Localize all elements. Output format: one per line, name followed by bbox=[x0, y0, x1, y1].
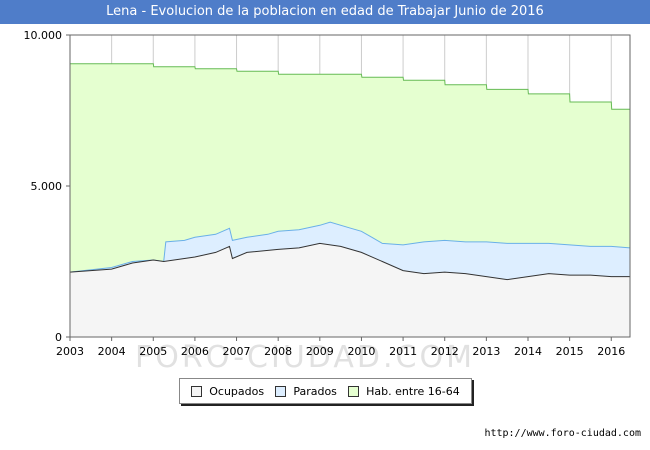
x-tick-label-2004: 2004 bbox=[98, 345, 126, 358]
legend-swatch-ocupados bbox=[191, 385, 203, 397]
legend-swatch-parados bbox=[275, 385, 287, 397]
line-ocupados bbox=[69, 242, 630, 281]
legend-label-ocupados: Ocupados bbox=[209, 384, 265, 398]
series-areas bbox=[69, 63, 631, 337]
y-tick-label-2: 10.000 bbox=[24, 29, 63, 42]
legend-item-hab: Hab. entre 16-64 bbox=[348, 385, 460, 398]
x-tick-label-2005: 2005 bbox=[139, 345, 167, 358]
line-parados bbox=[69, 221, 631, 273]
legend: Ocupados Parados Hab. entre 16-64 bbox=[179, 378, 472, 404]
x-tick-label-2016: 2016 bbox=[597, 345, 625, 358]
legend-label-parados: Parados bbox=[293, 384, 337, 398]
x-tick-label-2013: 2013 bbox=[472, 345, 500, 358]
x-tick-label-2007: 2007 bbox=[223, 345, 251, 358]
legend-item-ocupados: Ocupados bbox=[191, 385, 264, 398]
x-tick-label-2003: 2003 bbox=[56, 345, 84, 358]
x-tick-label-2014: 2014 bbox=[514, 345, 542, 358]
watermark: FORO-CIUDAD.COM bbox=[135, 340, 475, 374]
y-tick-label-1: 5.000 bbox=[31, 180, 63, 193]
x-tick-label-2008: 2008 bbox=[264, 345, 292, 358]
chart-area: FORO-CIUDAD.COM 2003 2004 2005 2006 2007 2008… bbox=[24, 29, 631, 374]
y-tick-label-0: 0 bbox=[55, 331, 62, 344]
x-tick-label-2009: 2009 bbox=[306, 345, 334, 358]
chart-title: Lena - Evolucion de la poblacion en edad… bbox=[0, 0, 650, 24]
x-tick-label-2006: 2006 bbox=[181, 345, 209, 358]
x-tick-label-2015: 2015 bbox=[556, 345, 584, 358]
source-url: http://www.foro-ciudad.com bbox=[484, 428, 641, 439]
axis-ticks: 2003 2004 2005 2006 2007 2008 2009 2010 2011 2012… bbox=[24, 29, 626, 358]
area-ocupados bbox=[70, 243, 630, 337]
x-tick-label-2012: 2012 bbox=[431, 345, 459, 358]
legend-swatch-hab bbox=[348, 385, 360, 397]
x-tick-label-2011: 2011 bbox=[389, 345, 417, 358]
legend-label-hab: Hab. entre 16-64 bbox=[366, 384, 460, 398]
legend-item-parados: Parados bbox=[275, 385, 337, 398]
line-hab bbox=[70, 63, 630, 110]
x-tick-label-2010: 2010 bbox=[347, 345, 375, 358]
